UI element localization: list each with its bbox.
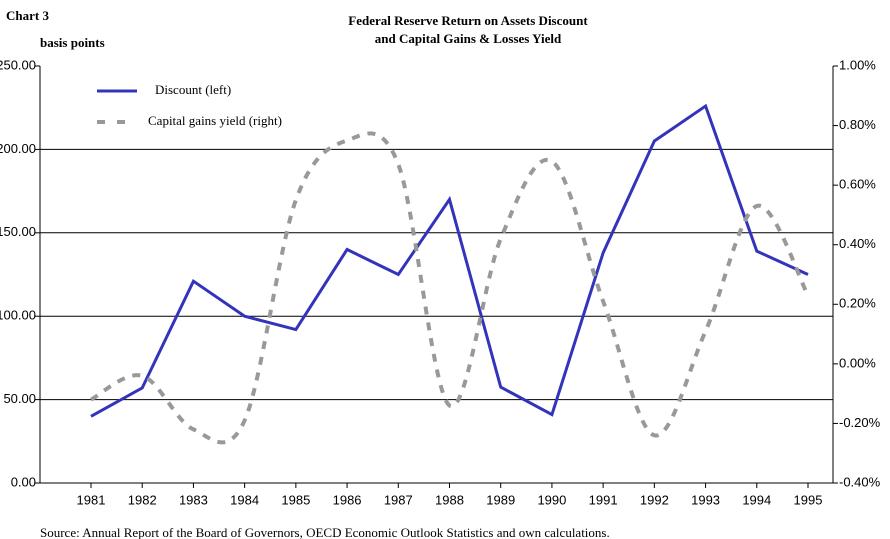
y-tick-label: 100.00 bbox=[0, 308, 36, 323]
x-tick-label: 1981 bbox=[77, 492, 106, 507]
x-tick-label: 1983 bbox=[179, 492, 208, 507]
y-tick-label: 0.00 bbox=[11, 474, 36, 489]
y-tick-label: 200.00 bbox=[0, 141, 36, 156]
x-tick-label: 1990 bbox=[537, 492, 566, 507]
y2-tick-label: 0.20% bbox=[839, 296, 876, 311]
x-tick-label: 1985 bbox=[281, 492, 310, 507]
x-tick-label: 1994 bbox=[742, 492, 771, 507]
y2-tick-label: 0.60% bbox=[839, 177, 876, 192]
chart-title: and Capital Gains & Losses Yield bbox=[375, 31, 562, 46]
y-tick-label: 150.00 bbox=[0, 224, 36, 239]
x-tick-label: 1987 bbox=[384, 492, 413, 507]
source-note: Source: Annual Report of the Board of Go… bbox=[40, 525, 610, 539]
x-tick-label: 1995 bbox=[794, 492, 823, 507]
y2-tick-label: 1.00% bbox=[839, 57, 876, 72]
x-tick-label: 1984 bbox=[230, 492, 259, 507]
y2-tick-label: 0.00% bbox=[839, 355, 876, 370]
y-tick-label: 50.00 bbox=[3, 391, 36, 406]
series-line bbox=[89, 131, 810, 445]
chart-title: Federal Reserve Return on Assets Discoun… bbox=[348, 13, 588, 28]
legend-label: Capital gains yield (right) bbox=[148, 113, 282, 128]
chart-label: Chart 3 bbox=[6, 8, 49, 23]
x-tick-label: 1982 bbox=[128, 492, 157, 507]
y2-tick-label: -0.40% bbox=[839, 474, 881, 489]
x-tick-label: 1993 bbox=[691, 492, 720, 507]
x-tick-label: 1986 bbox=[333, 492, 362, 507]
y2-tick-label: 0.40% bbox=[839, 236, 876, 251]
legend-label: Discount (left) bbox=[155, 82, 231, 97]
y-axis-label: basis points bbox=[40, 35, 105, 50]
y-tick-label: 250.00 bbox=[0, 57, 36, 72]
y2-tick-label: 0.80% bbox=[839, 117, 876, 132]
x-tick-label: 1988 bbox=[435, 492, 464, 507]
x-tick-label: 1989 bbox=[486, 492, 515, 507]
series-line bbox=[90, 103, 809, 418]
y2-tick-label: -0.20% bbox=[839, 415, 881, 430]
x-tick-label: 1992 bbox=[640, 492, 669, 507]
x-tick-label: 1991 bbox=[589, 492, 618, 507]
